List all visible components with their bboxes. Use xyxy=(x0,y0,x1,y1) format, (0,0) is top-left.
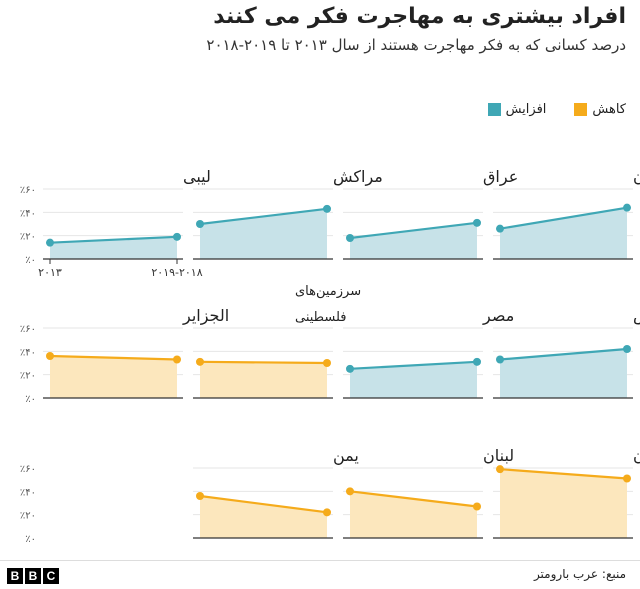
area-fill xyxy=(50,236,177,259)
source-note: منبع: عرب بارومتر xyxy=(533,567,626,581)
data-point xyxy=(473,357,481,366)
data-point xyxy=(496,224,504,233)
y-tick-label: ٪۴۰ xyxy=(20,347,36,358)
data-point xyxy=(323,359,331,367)
legend-label-decrease: کاهش xyxy=(592,101,626,117)
area-fill xyxy=(500,207,627,259)
series-line xyxy=(499,468,628,480)
data-point xyxy=(473,218,481,227)
panel-title-line: فلسطینی xyxy=(295,310,346,325)
data-point xyxy=(323,204,331,213)
legend-swatch-decrease xyxy=(574,102,588,116)
panel-title: تونس xyxy=(633,306,640,326)
series-line xyxy=(49,354,178,361)
panel-title: یمن xyxy=(333,446,359,466)
series-line xyxy=(199,494,328,514)
y-tick-label: ٪۴۰ xyxy=(20,487,36,498)
logo-letter: B xyxy=(7,568,23,584)
legend-label-increase: افزایش xyxy=(505,101,547,117)
data-point xyxy=(473,502,481,511)
logo-letter: C xyxy=(43,568,59,584)
y-tick-label: ٪۲۰ xyxy=(20,232,36,243)
y-tick-label: ٪۰ xyxy=(25,255,36,266)
data-point xyxy=(46,238,54,247)
data-point xyxy=(623,203,631,212)
y-tick-label: ٪۲۰ xyxy=(20,371,36,382)
series-line xyxy=(199,360,328,365)
legend: افزایش کاهش xyxy=(487,99,626,119)
series-line xyxy=(349,360,478,370)
series-line xyxy=(499,206,628,230)
legend-swatch-increase xyxy=(487,102,501,116)
logo-letter: B xyxy=(25,568,41,584)
y-tick-label: ٪۶۰ xyxy=(20,324,36,335)
area-fill xyxy=(500,469,627,538)
panel-title: اردن xyxy=(633,167,640,187)
y-tick-label: ٪۰ xyxy=(25,394,36,405)
series-line xyxy=(349,490,478,508)
panel-title: مصر xyxy=(482,306,514,326)
series-line xyxy=(49,235,178,244)
data-point xyxy=(173,232,181,241)
data-point xyxy=(623,474,631,483)
legend-item-increase: افزایش xyxy=(487,101,547,117)
area-fill xyxy=(200,361,327,398)
series-line xyxy=(199,207,328,226)
series-line xyxy=(499,347,628,361)
footer-divider xyxy=(0,560,640,561)
data-point xyxy=(496,465,504,474)
series-line xyxy=(349,221,478,240)
y-tick-label: ٪۶۰ xyxy=(20,464,36,475)
y-tick-label: ٪۶۰ xyxy=(20,185,36,196)
area-fill xyxy=(500,349,627,398)
area-fill xyxy=(350,222,477,259)
data-point xyxy=(46,352,54,360)
panel-title: الجزایر xyxy=(182,306,229,326)
data-point xyxy=(346,234,354,242)
panel-title: عراق xyxy=(483,167,518,187)
small-multiples-chart: ٪۰ ٪۲۰ ٪۴۰ ٪۶۰ ٪۰ ٪۲۰ ٪۴۰ ٪۶۰ ٪۰ ٪۲۰ ٪۴۰ ٪۶۰ اردن عرا… xyxy=(20,167,640,545)
chart-subtitle: درصد کسانی که به فکر مهاجرت هستند از سال… xyxy=(206,36,626,54)
area-fill xyxy=(50,356,177,398)
data-point xyxy=(346,364,354,373)
panel-title: مراکش xyxy=(333,167,383,187)
panel-title: سودان xyxy=(633,446,640,466)
x-tick-label: ۲۰۱۹-۲۰۱۸ xyxy=(151,266,202,279)
data-point xyxy=(323,508,331,517)
data-point xyxy=(196,492,204,500)
data-point xyxy=(196,220,204,228)
panel-title: سرزمین‌های فلسطینی xyxy=(295,284,361,325)
data-point xyxy=(196,357,204,366)
x-tick-label: ۲۰۱۳ xyxy=(38,266,62,279)
area-fill xyxy=(350,361,477,398)
data-point xyxy=(496,355,504,364)
panel-title: لبنان xyxy=(483,446,514,465)
area-fill xyxy=(200,208,327,259)
data-point xyxy=(623,345,631,353)
data-point xyxy=(346,487,354,496)
panel-title-line: سرزمین‌های xyxy=(295,284,361,299)
y-tick-label: ٪۴۰ xyxy=(20,208,36,219)
panel-title: لیبی xyxy=(183,167,211,186)
chart-title: افراد بیشتری به مهاجرت فکر می کنند xyxy=(213,4,626,29)
legend-item-decrease: کاهش xyxy=(574,102,626,117)
y-tick-label: ٪۲۰ xyxy=(20,511,36,522)
bbc-logo: B B C xyxy=(7,568,59,584)
y-tick-label: ٪۰ xyxy=(25,534,36,545)
data-point xyxy=(173,355,181,364)
area-fill xyxy=(200,496,327,538)
